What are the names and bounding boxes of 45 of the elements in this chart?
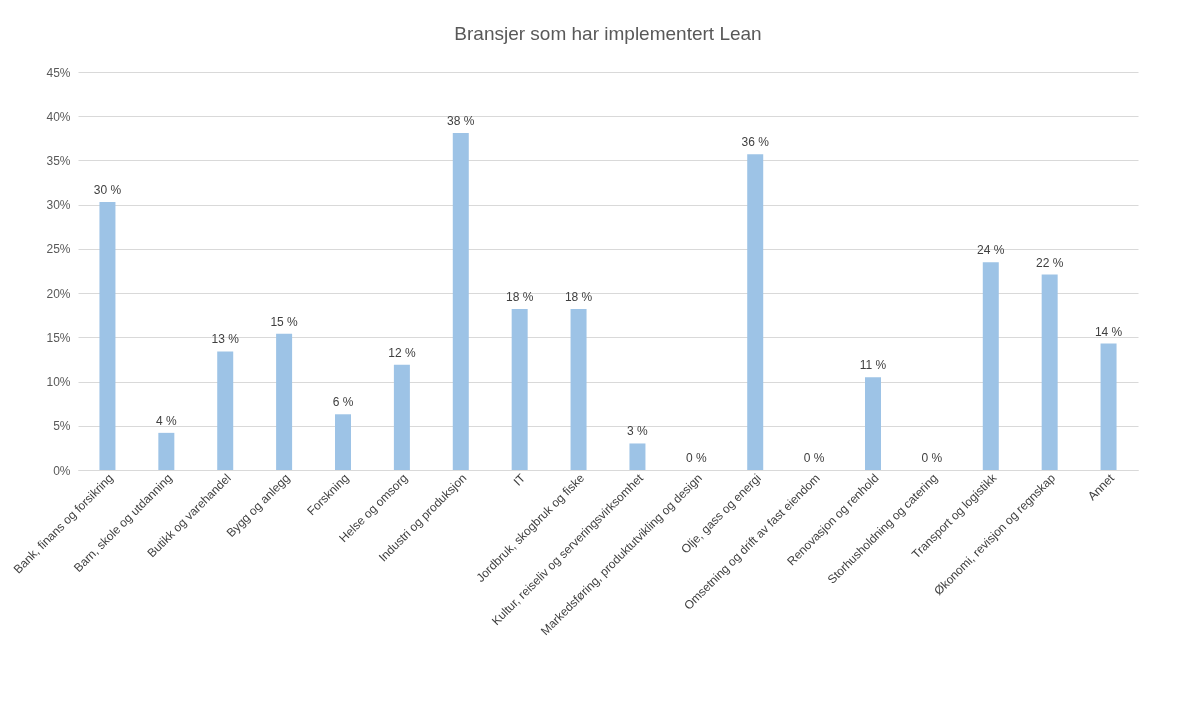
data-label: 0 % (685, 451, 707, 465)
data-label: 12 % (388, 345, 416, 360)
data-label: 4 % (155, 413, 177, 428)
data-label: 14 % (1094, 324, 1123, 339)
bar (335, 414, 351, 470)
y-tick-label: 20% (46, 286, 71, 301)
bar (511, 309, 528, 470)
y-tick-label: 15% (46, 330, 71, 345)
bar (1100, 343, 1117, 470)
data-label: 11 % (859, 358, 887, 373)
bar (99, 202, 116, 470)
data-label: 0 % (921, 451, 943, 465)
bar (570, 309, 587, 470)
y-tick-label: 5% (53, 419, 71, 434)
bar (217, 351, 234, 470)
bar (158, 432, 175, 470)
chart-title: Bransjer som har implementert Lean (454, 23, 762, 44)
y-tick-label: 45% (46, 65, 71, 80)
y-tick-label: 0% (53, 463, 71, 478)
y-tick-label: 25% (46, 242, 71, 257)
data-label: 13 % (211, 332, 240, 347)
bar (1041, 274, 1058, 470)
data-label: 22 % (1035, 255, 1064, 270)
y-tick-label: 40% (46, 109, 71, 124)
bar (865, 377, 881, 470)
data-label: 24 % (977, 243, 1005, 258)
bar (982, 262, 999, 470)
data-label: 36 % (741, 135, 770, 150)
y-tick-label: 30% (46, 198, 71, 213)
data-label: 15 % (270, 314, 299, 329)
y-tick-label: 10% (46, 375, 71, 390)
bar (452, 133, 469, 470)
data-label: 30 % (93, 183, 122, 198)
bar (276, 333, 293, 470)
data-label: 18 % (564, 290, 593, 305)
bar (629, 443, 646, 470)
bar (747, 154, 764, 470)
data-label: 6 % (332, 395, 354, 410)
data-label: 38 % (447, 114, 475, 129)
bar (393, 364, 410, 470)
data-label: 0 % (803, 451, 825, 465)
data-label: 18 % (505, 290, 534, 305)
x-tick-label: IT (510, 470, 529, 489)
data-label: 3 % (627, 424, 649, 439)
y-tick-label: 35% (46, 153, 71, 168)
